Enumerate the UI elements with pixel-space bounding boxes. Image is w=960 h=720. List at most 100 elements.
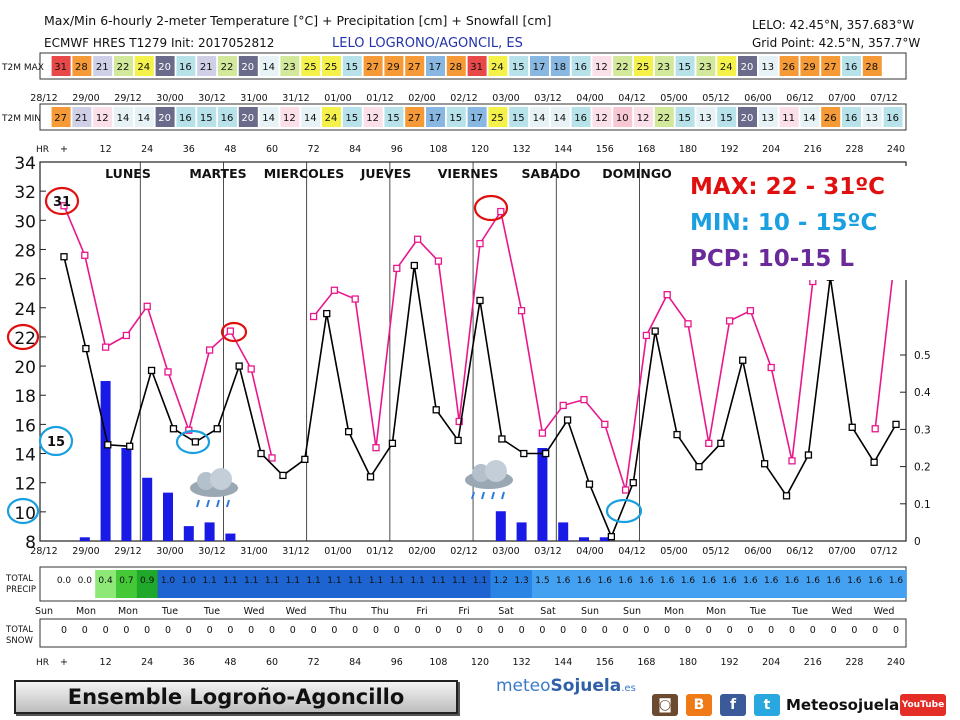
t2m-min-cell bbox=[426, 107, 445, 127]
total-precip-value: 1.6 bbox=[806, 576, 821, 586]
t2m-min-series-marker bbox=[213, 425, 221, 433]
t2m-min-series-marker bbox=[695, 463, 703, 471]
precip-cell bbox=[282, 570, 304, 598]
total-snow-value: 0 bbox=[810, 625, 816, 636]
day-label: MARTES bbox=[189, 166, 246, 181]
rain-drop bbox=[216, 499, 220, 508]
date-tick-label: 02/12 bbox=[450, 93, 477, 104]
facebook-icon[interactable]: f bbox=[720, 694, 746, 716]
precip-cell bbox=[615, 570, 637, 598]
t2m-min-value: 20 bbox=[241, 113, 254, 124]
total-precip-value: 1.1 bbox=[473, 576, 487, 586]
blogger-icon[interactable]: B bbox=[686, 694, 712, 716]
t2m-max-cell bbox=[322, 56, 341, 76]
total-snow-value: 0 bbox=[519, 625, 525, 636]
day-tick-label: Thu bbox=[328, 606, 347, 617]
t2m-max-value: 23 bbox=[657, 62, 670, 73]
camera-icon[interactable]: ◙ bbox=[652, 694, 678, 716]
total-precip-value: 1.1 bbox=[244, 576, 258, 586]
t2m-min-cell bbox=[758, 107, 778, 127]
date-tick-label: 02/00 bbox=[408, 546, 435, 557]
twitter-icon[interactable]: t bbox=[754, 694, 780, 716]
t2m-min-series-marker bbox=[82, 344, 90, 353]
t2m-max-value: 24 bbox=[137, 62, 150, 73]
total-precip-value: 1.1 bbox=[286, 576, 300, 586]
date-tick-label: 29/12 bbox=[114, 546, 141, 557]
hr-tick-label: 108 bbox=[429, 144, 447, 155]
total-precip-value: 1.6 bbox=[785, 576, 800, 586]
hr-tick-label: 132 bbox=[513, 144, 531, 155]
precip-cell bbox=[95, 570, 117, 598]
day-tick-label: Fri bbox=[458, 606, 469, 617]
summary-min: MIN: 10 - 15ºC bbox=[690, 210, 878, 236]
t2m-max-value: 15 bbox=[345, 62, 358, 73]
y2-tick-label: 0.1 bbox=[914, 499, 931, 511]
total-snow-value: 0 bbox=[685, 625, 691, 636]
t2m-max-series-marker bbox=[164, 368, 172, 376]
total-precip-value: 1.6 bbox=[702, 576, 717, 586]
t2m-max-series-marker bbox=[143, 302, 151, 310]
date-tick-label: 02/12 bbox=[450, 546, 477, 557]
total-snow-value: 0 bbox=[290, 625, 296, 636]
day-tick-label: Tue bbox=[203, 606, 220, 617]
total-precip-value: 1.6 bbox=[618, 576, 633, 586]
total-snow-value: 0 bbox=[269, 625, 275, 636]
t2m-min-series-marker bbox=[323, 309, 331, 318]
hr-tick-label: 132 bbox=[513, 657, 531, 668]
t2m-min-cell bbox=[675, 107, 695, 127]
t2m-min-value: 15 bbox=[449, 113, 462, 124]
total-snow-value: 0 bbox=[248, 625, 254, 636]
day-tick-label: Sun bbox=[581, 606, 599, 617]
day-label: VIERNES bbox=[438, 166, 499, 181]
total-precip-value: 1.1 bbox=[223, 576, 237, 586]
t2m-max-value: 22 bbox=[117, 62, 130, 73]
max-annotation: 31 bbox=[53, 195, 71, 210]
date-tick-label: 07/12 bbox=[870, 93, 897, 104]
hr-tick-label: 72 bbox=[308, 144, 320, 155]
t2m-min-cell bbox=[862, 107, 882, 127]
t2m-max-cell bbox=[384, 56, 404, 76]
precip-cell bbox=[532, 570, 554, 598]
t2m-max-series-marker bbox=[517, 307, 526, 315]
total-precip-value: 1.6 bbox=[764, 576, 779, 586]
precip-bar bbox=[204, 522, 215, 541]
total-precip-label: TOTAL bbox=[5, 574, 33, 584]
t2m-min-value: 20 bbox=[158, 113, 171, 124]
total-snow-value: 0 bbox=[331, 625, 337, 636]
y-tick-label: 28 bbox=[14, 241, 36, 261]
t2m-min-series-marker bbox=[257, 449, 265, 458]
total-precip-value: 1.6 bbox=[577, 576, 592, 586]
location-title: LELO LOGRONO/AGONCIL, ES bbox=[332, 36, 523, 51]
precip-cell bbox=[511, 570, 533, 598]
t2m-max-cell bbox=[301, 56, 321, 76]
t2m-max-cell bbox=[862, 56, 882, 76]
t2m-min-value: 13 bbox=[865, 113, 878, 124]
youtube-icon[interactable]: YouTube bbox=[900, 694, 946, 716]
hr-tick-label: 228 bbox=[845, 657, 863, 668]
t2m-max-value: 15 bbox=[678, 62, 691, 73]
t2m-max-series-marker bbox=[788, 457, 796, 465]
t2m-min-series-marker bbox=[169, 425, 178, 433]
t2m-max-label: T2M MAX bbox=[1, 63, 44, 73]
t2m-min-series-marker bbox=[739, 356, 747, 364]
total-precip-value: 1.2 bbox=[494, 576, 508, 586]
t2m-min-cell bbox=[363, 107, 383, 127]
precip-cell bbox=[719, 570, 741, 598]
t2m-min-value: 16 bbox=[221, 113, 234, 124]
day-tick-label: Wed bbox=[244, 606, 265, 617]
hr-tick-label: 240 bbox=[887, 657, 905, 668]
t2m-max-value: 15 bbox=[512, 62, 525, 73]
y-tick-label: 10 bbox=[14, 504, 36, 524]
date-tick-label: 31/12 bbox=[282, 93, 309, 104]
t2m-min-label: T2M MIN bbox=[1, 114, 41, 124]
t2m-max-series-marker bbox=[226, 327, 235, 335]
day-label: SABADO bbox=[522, 166, 581, 181]
rain-drop bbox=[501, 491, 505, 500]
t2m-max-value: 17 bbox=[533, 62, 546, 73]
total-precip-label: PRECIP bbox=[6, 585, 36, 595]
y2-tick-label: 0.2 bbox=[914, 462, 931, 474]
hr-tick-label: 168 bbox=[637, 144, 655, 155]
total-snow-value: 0 bbox=[851, 625, 857, 636]
date-tick-label: 29/12 bbox=[114, 93, 141, 104]
t2m-min-cell bbox=[114, 107, 133, 127]
